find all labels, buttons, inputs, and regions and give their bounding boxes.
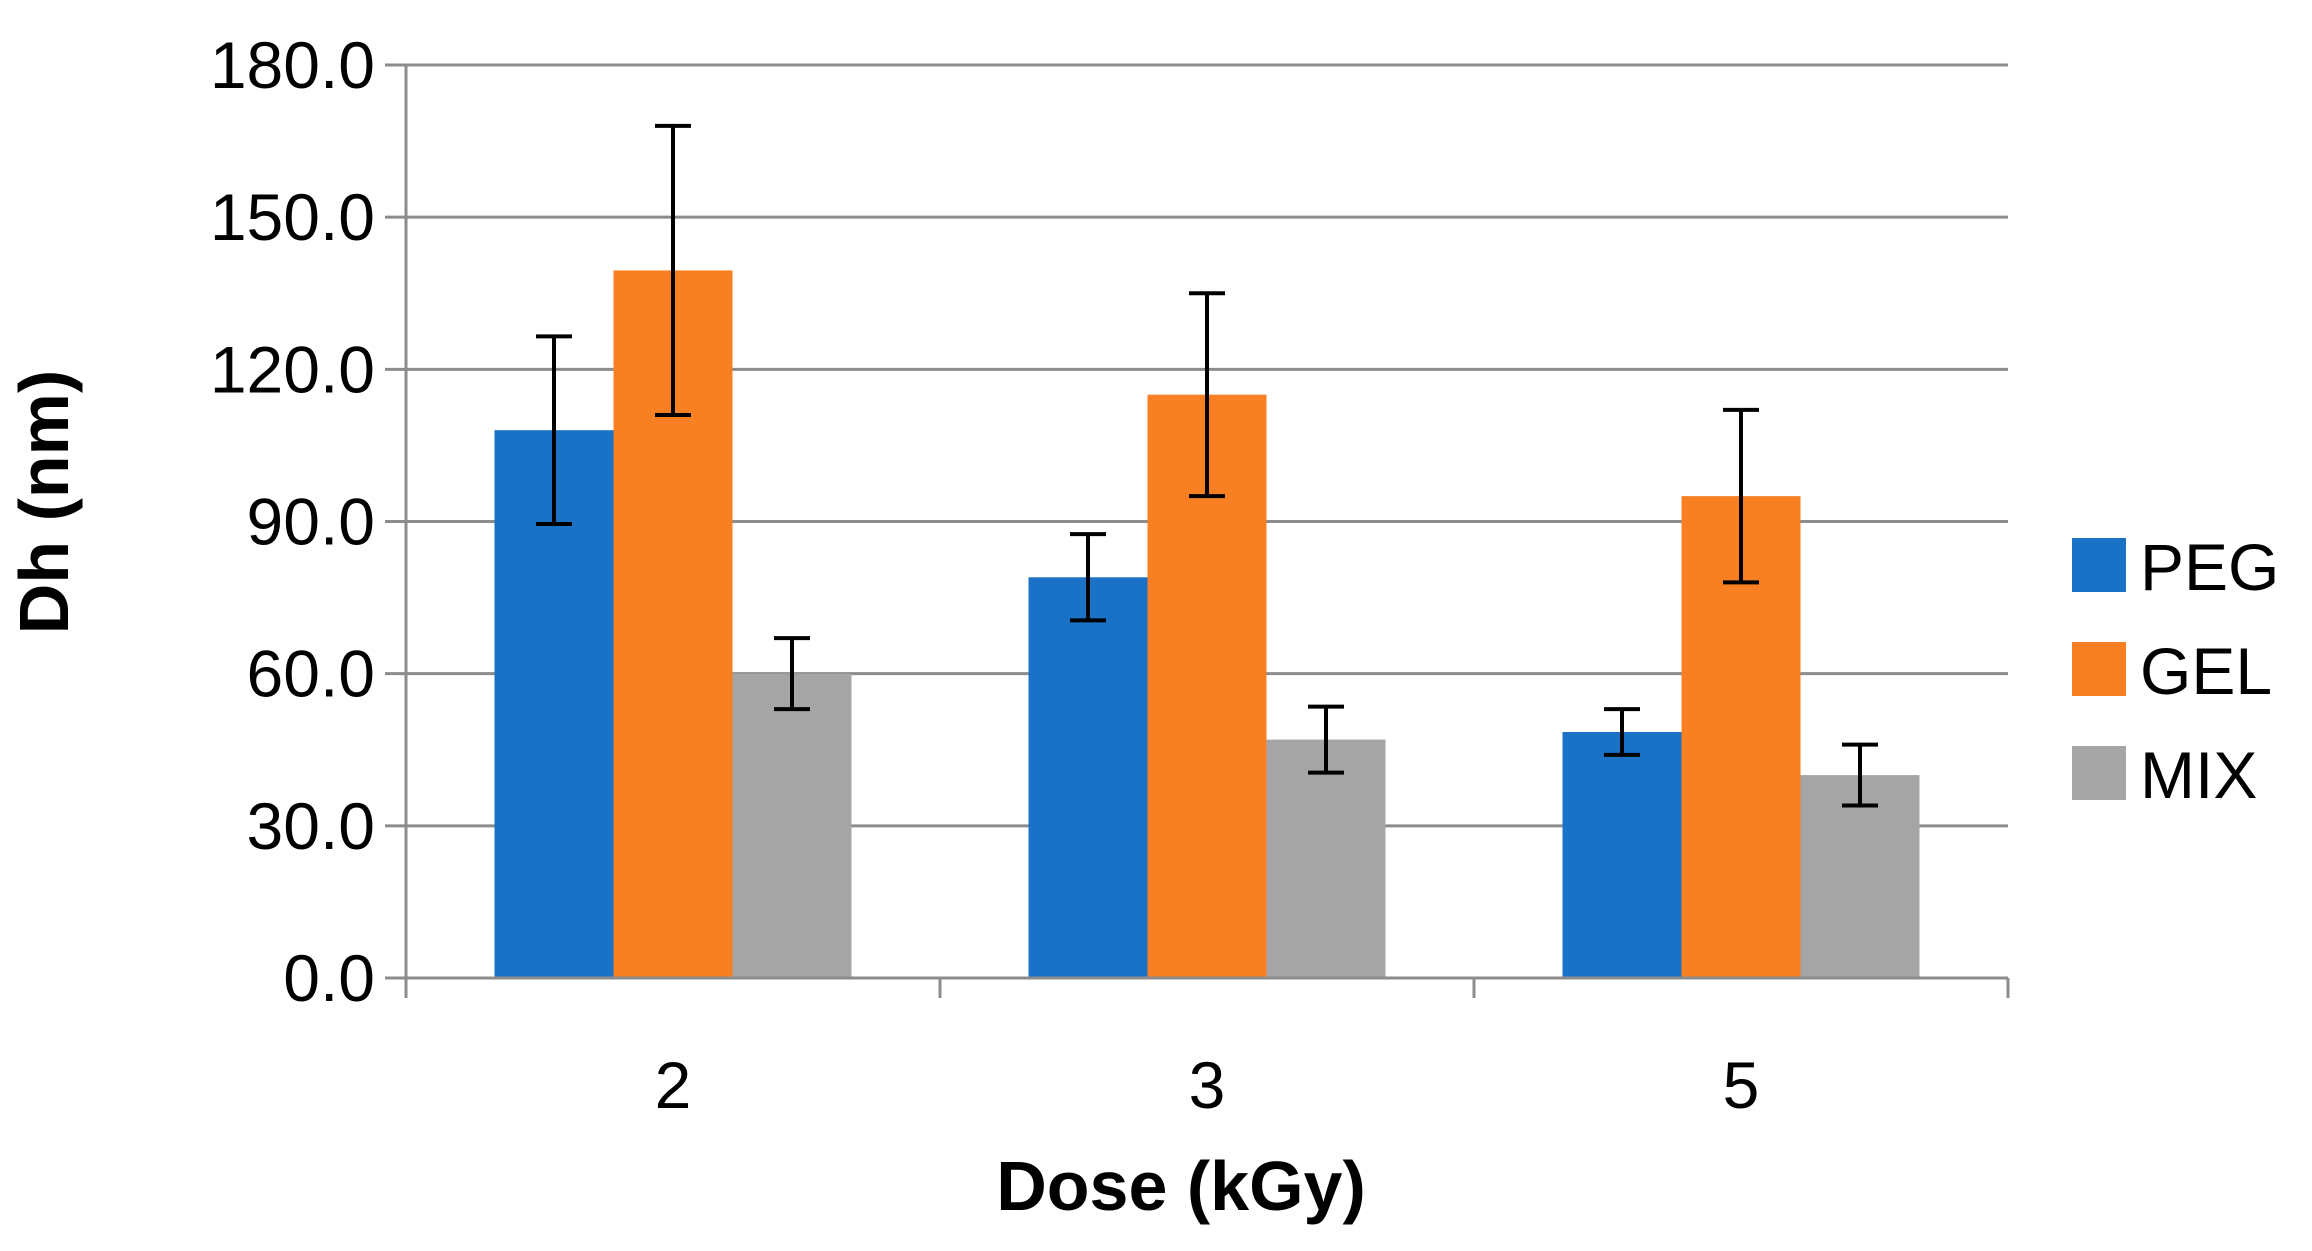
x-tick-label: 3 [1189,1048,1226,1122]
axes [385,63,2010,998]
legend-label-peg: PEG [2140,530,2279,604]
legend-label-mix: MIX [2140,738,2257,812]
y-tick-label: 90.0 [247,485,375,559]
y-tick-label: 120.0 [210,332,375,406]
x-axis-title: Dose (kGy) [996,1147,1366,1225]
x-tick-label: 2 [655,1048,692,1122]
y-tick-label: 180.0 [210,28,375,102]
bar-mix [732,673,852,978]
bar-peg [1562,731,1682,978]
y-tick-label: 30.0 [247,789,375,863]
y-tick-label: 0.0 [283,941,375,1015]
tick-labels: 0.0 30.0 60.0 90.0 120.0 150.0 180.0 2 3 5 [210,28,1760,1122]
legend: PEG GEL MIX [2072,530,2279,812]
legend-swatch-peg [2072,538,2126,592]
legend-label-gel: GEL [2140,634,2272,708]
legend-swatch-mix [2072,746,2126,800]
y-tick-label: 150.0 [210,180,375,254]
x-tick-label: 5 [1723,1048,1760,1122]
y-tick-label: 60.0 [247,637,375,711]
y-axis-title: Dh (nm) [5,370,83,634]
bar-mix [1800,775,1920,978]
error-bars [536,123,1878,808]
bar-mix [1266,739,1386,978]
bar-peg [1028,577,1148,978]
legend-swatch-gel [2072,642,2126,696]
